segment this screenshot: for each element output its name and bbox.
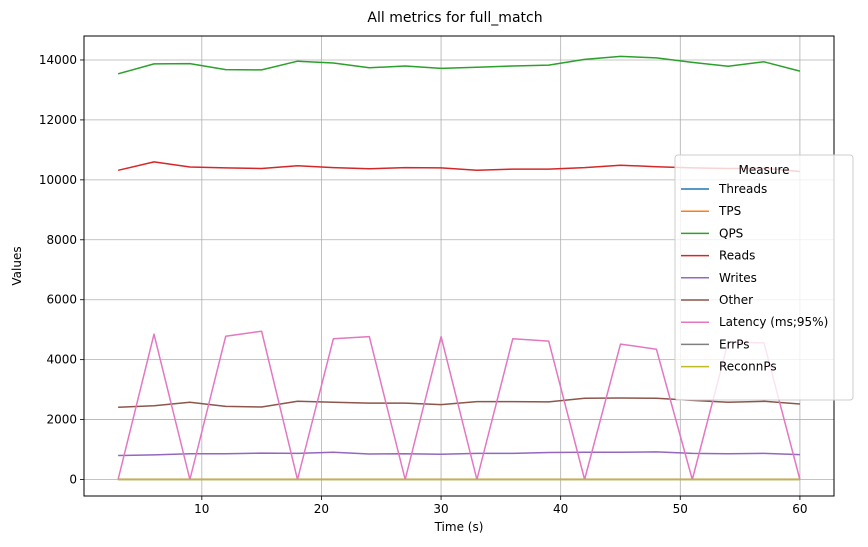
y-tick-label: 8000 — [46, 233, 77, 247]
x-tick-label: 30 — [433, 502, 448, 516]
x-axis-ticks: 10 20 30 40 50 60 — [194, 496, 808, 516]
x-tick-label: 50 — [673, 502, 688, 516]
series-line-writes — [118, 451, 800, 457]
legend: Measure Threads TPS QPS Reads Writes Other Lat… — [674, 154, 854, 401]
legend-label-tps: TPS — [718, 204, 741, 218]
y-axis-label: Values — [10, 246, 24, 285]
y-axis-ticks: 0 2000 4000 6000 8000 10000 12000 14000 — [39, 53, 84, 487]
legend-title: Measure — [739, 163, 790, 177]
y-tick-label: 2000 — [46, 413, 77, 427]
y-tick-label: 6000 — [46, 293, 77, 307]
x-tick-label: 20 — [314, 502, 329, 516]
legend-label-qps: QPS — [719, 226, 743, 240]
x-axis-label: Time (s) — [434, 520, 484, 534]
legend-label-errps: ErrPs — [719, 337, 750, 351]
legend-label-latency-ms-95: Latency (ms;95%) — [719, 315, 828, 329]
y-tick-label: 0 — [69, 473, 77, 487]
x-tick-label: 60 — [792, 502, 807, 516]
legend-label-reconnps: ReconnPs — [719, 360, 777, 374]
legend-box — [674, 154, 854, 401]
x-tick-label: 40 — [553, 502, 568, 516]
legend-label-reads: Reads — [719, 249, 755, 263]
legend-items: Threads TPS QPS Reads Writes Other Latency (ms… — [681, 182, 828, 374]
legend-label-other: Other — [719, 293, 753, 307]
series-line-qps — [117, 55, 801, 75]
chart-title: All metrics for full_match — [367, 10, 542, 26]
y-tick-label: 4000 — [46, 353, 77, 367]
y-tick-label: 14000 — [39, 53, 77, 67]
series-line-latency-ms-95 — [117, 330, 801, 481]
legend-label-threads: Threads — [718, 182, 767, 196]
y-tick-label: 12000 — [39, 113, 77, 127]
y-tick-label: 10000 — [39, 173, 77, 187]
legend-label-writes: Writes — [719, 271, 757, 285]
x-tick-label: 10 — [194, 502, 209, 516]
